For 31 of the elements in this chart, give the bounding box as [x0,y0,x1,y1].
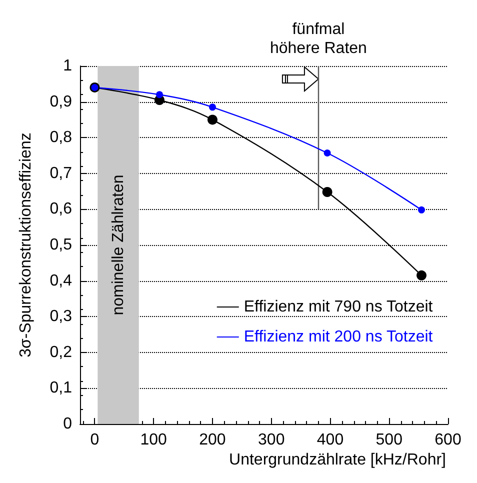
y-tick-label: 0,2 [50,344,72,361]
y-axis-title: 3σ-Spurrekonstruktionseffizienz [18,132,34,358]
y-tick-label: 0,5 [50,236,72,254]
x-tick-label: 200 [199,432,226,448]
x-tick-label: 300 [258,432,285,448]
y-tick-label: 0,7 [50,164,72,182]
legend-label: Effizienz mit 200 ns Totzeit [244,328,434,346]
point [418,206,426,214]
point [324,149,331,156]
point [208,104,216,111]
point [416,270,427,280]
y-tick-label: 0,8 [50,129,72,146]
band-label: nominelle Zählraten [110,174,127,316]
x-tick-label: 100 [140,432,168,448]
x-axis-title: Untergrundzählrate [kHz/Rohr] [229,452,446,468]
y-tick-label: 0,1 [50,380,72,397]
y-tick-label: 0,3 [50,308,72,326]
x-tick-label: 400 [316,432,344,448]
legend-label: Effizienz mit 790 ns Totzeit [244,298,434,316]
y-tick-label: 0,6 [50,200,72,218]
point [207,114,218,125]
point [322,187,332,198]
x-tick-label: 500 [376,432,403,448]
ref-line-label: fünfmal höhere Raten [270,21,367,57]
y-tick-label: 1 [63,58,72,74]
y-tick-label: 0 [63,416,72,432]
x-tick-label: 600 [434,432,462,448]
y-tick-label: 0,9 [50,93,72,110]
y-tick-label: 0,4 [50,272,72,290]
x-tick-label: 0 [90,432,100,448]
point [156,91,163,98]
